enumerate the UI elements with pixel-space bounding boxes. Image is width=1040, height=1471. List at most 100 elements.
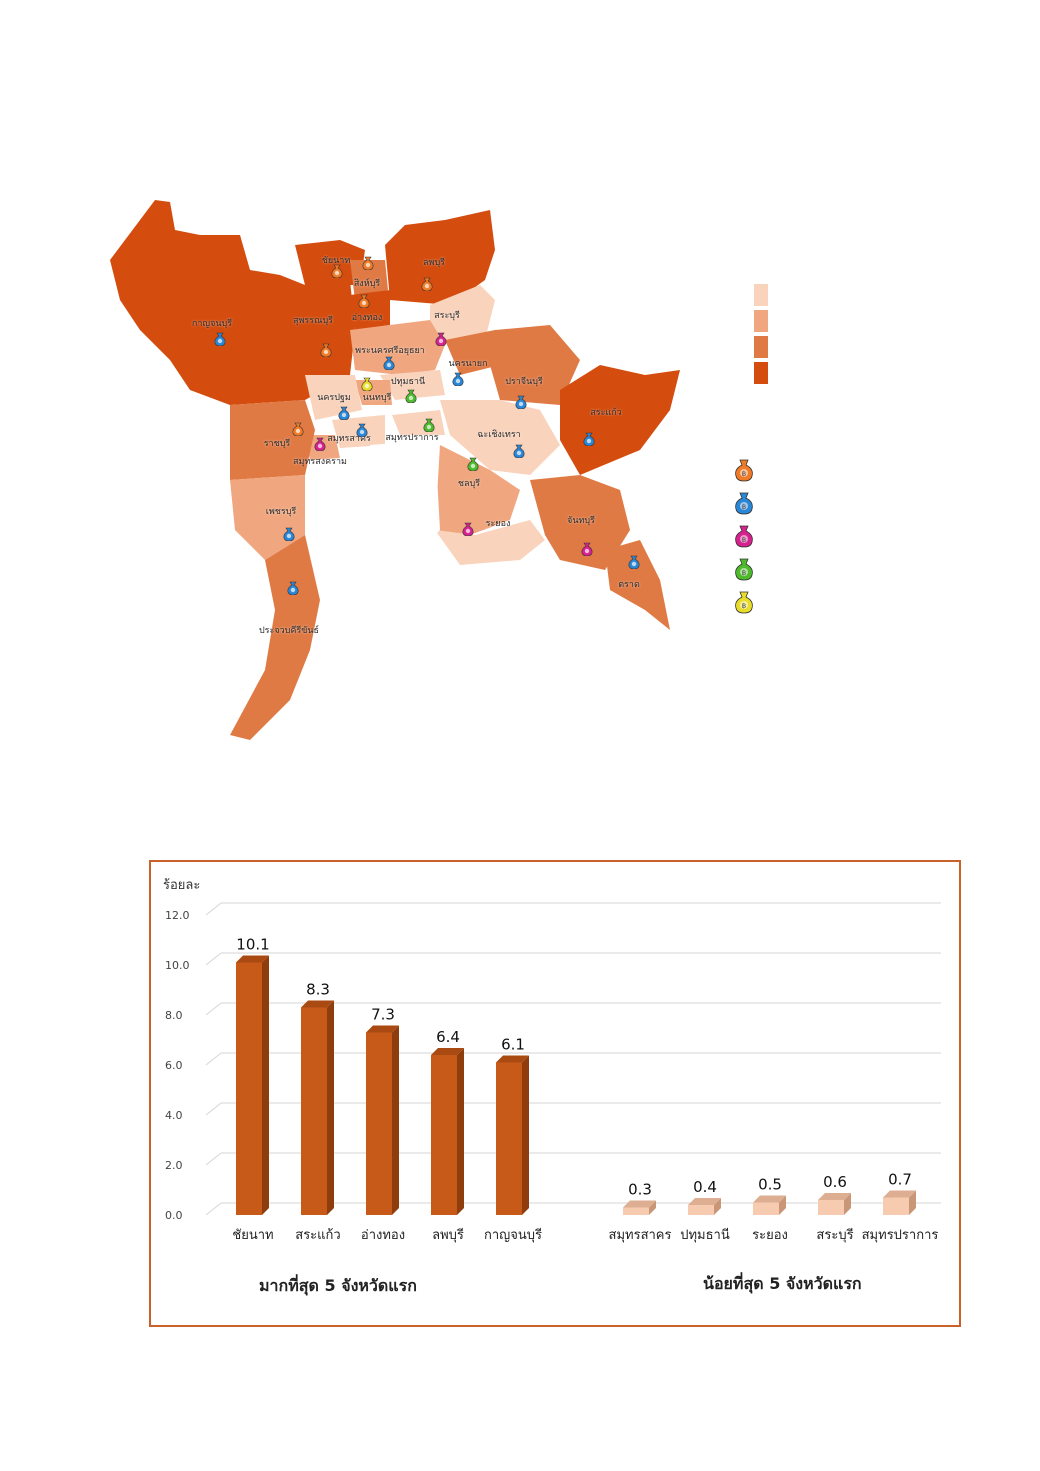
y-tick-label: 10.0 xyxy=(165,959,190,972)
province-ayutthaya xyxy=(350,320,445,375)
bar-value-label: 7.3 xyxy=(371,1006,395,1024)
province-label: ระยอง xyxy=(485,519,511,529)
province-chanthaburi xyxy=(530,475,630,570)
money-bag-marker-icon xyxy=(581,542,593,556)
province-label: สมุทรสาคร xyxy=(327,434,371,444)
money-bag-blue-icon: ฿ xyxy=(735,492,753,515)
category-label: ลพบุรี xyxy=(432,1227,464,1243)
bar-value-label: 6.4 xyxy=(436,1028,460,1046)
y-tick-label: 2.0 xyxy=(165,1159,183,1172)
bar xyxy=(688,1198,721,1215)
province-saraburi xyxy=(430,285,495,340)
bar xyxy=(496,1055,529,1215)
money-bag-marker-icon xyxy=(214,332,226,346)
money-bag-marker-icon xyxy=(383,356,395,370)
svg-text:฿: ฿ xyxy=(742,602,746,610)
legend-swatch xyxy=(754,336,768,358)
gridline-slant xyxy=(205,1052,222,1066)
province-label: นนทบุรี xyxy=(362,393,392,403)
money-bag-marker-icon xyxy=(283,527,295,541)
gridline-slant xyxy=(205,1152,222,1166)
bar xyxy=(236,955,269,1215)
province-map-graphic xyxy=(110,200,680,740)
gulf-water xyxy=(370,440,440,550)
province-prachinburi xyxy=(490,325,580,405)
legend-swatch xyxy=(754,284,768,306)
category-label: สระแก้ว xyxy=(295,1228,340,1243)
province-sakaeo xyxy=(560,365,680,475)
bar xyxy=(753,1195,786,1215)
money-bag-marker-icon xyxy=(331,264,343,278)
money-bag-marker-icon xyxy=(356,423,368,437)
category-label: ชัยนาท xyxy=(232,1228,273,1243)
province-label: ปราจีนบุรี xyxy=(505,377,543,387)
bar-value-label: 0.6 xyxy=(823,1173,847,1191)
svg-text:฿: ฿ xyxy=(742,470,746,478)
money-bag-marker-icon xyxy=(405,389,417,403)
money-bag-marker-icon xyxy=(583,432,595,446)
province-rayong xyxy=(435,520,545,565)
province-prachuap xyxy=(230,535,320,740)
money-bag-marker-icon xyxy=(452,372,464,386)
bar-chart: 0.0 2.0 4.0 6.0 8.0 10.0 12.0 10.1 ชัยนาท 8.3 สระแ… xyxy=(165,902,941,1243)
y-tick-label: 8.0 xyxy=(165,1009,183,1022)
province-chonburi xyxy=(435,445,520,535)
province-singburi xyxy=(350,260,388,300)
bar-value-label: 0.7 xyxy=(888,1171,912,1189)
province-trat xyxy=(605,540,670,630)
category-label: สมุทรปราการ xyxy=(862,1228,939,1243)
gridline-slant xyxy=(205,1102,222,1116)
province-label: สระบุรี xyxy=(434,311,460,321)
province-label: นครนายก xyxy=(448,359,488,369)
province-label: ประจวบคีรีขันธ์ xyxy=(258,626,320,636)
money-bag-orange-icon: ฿ xyxy=(735,459,753,482)
bar xyxy=(818,1193,851,1215)
svg-text:฿: ฿ xyxy=(742,503,746,511)
province-label: กาญจนบุรี xyxy=(191,319,233,329)
bottom-group-title: น้อยที่สุด 5 จังหวัดแรก xyxy=(703,1274,862,1293)
money-bag-yellow-icon: ฿ xyxy=(735,591,753,614)
money-bag-green-icon: ฿ xyxy=(735,558,753,581)
province-nakhonnayok xyxy=(445,330,500,375)
province-label: นครปฐม xyxy=(317,393,351,403)
money-bag-marker-icon xyxy=(628,555,640,569)
money-bag-marker-icon xyxy=(362,256,374,270)
province-label: จันทบุรี xyxy=(567,516,595,526)
province-label: พระนครศรีอยุธยา xyxy=(355,346,425,356)
province-suphanburi xyxy=(240,270,355,400)
svg-text:฿: ฿ xyxy=(742,536,746,544)
region-map xyxy=(100,190,800,750)
gridline-slant xyxy=(205,1002,222,1016)
gridline-slant xyxy=(205,1202,222,1216)
money-bag-marker-icon xyxy=(467,457,479,471)
top-group-title: มากที่สุด 5 จังหวัดแรก xyxy=(259,1276,417,1295)
money-bag-marker-icon xyxy=(320,343,332,357)
bar-chart-frame: ร้อยละ 0.0 2.0 4.0 6.0 8.0 10.0 12.0 10.1 ชัยนาท… xyxy=(149,860,961,1327)
gridline-slant xyxy=(205,952,222,966)
province-label: ชลบุรี xyxy=(457,479,481,489)
province-label: ฉะเชิงเทรา xyxy=(477,430,521,440)
province-label: สุพรรณบุรี xyxy=(293,316,333,326)
bar-value-label: 10.1 xyxy=(236,936,269,954)
province-label: ลพบุรี xyxy=(423,258,445,268)
money-bag-marker-icon xyxy=(513,444,525,458)
province-label: ราชบุรี xyxy=(263,439,291,449)
bar-value-label: 8.3 xyxy=(306,981,330,999)
province-angthong xyxy=(350,290,390,330)
legend-swatch xyxy=(754,310,768,332)
bar xyxy=(366,1025,399,1215)
bar xyxy=(623,1200,656,1215)
province-label: สิงห์บุรี xyxy=(353,279,381,289)
bar xyxy=(301,1000,334,1215)
money-bag-marker-icon xyxy=(423,418,435,432)
money-bag-marker-icon xyxy=(361,377,373,391)
province-label: เพชรบุรี xyxy=(265,507,297,517)
category-label: อ่างทอง xyxy=(361,1228,405,1243)
bar-value-label: 0.5 xyxy=(758,1176,782,1194)
province-chachoengsao xyxy=(440,400,560,475)
y-axis-unit-label: ร้อยละ xyxy=(163,878,201,893)
category-label: ระยอง xyxy=(752,1228,788,1243)
category-label: ปทุมธานี xyxy=(680,1227,730,1243)
bar xyxy=(883,1190,916,1215)
bar-value-label: 0.4 xyxy=(693,1178,717,1196)
